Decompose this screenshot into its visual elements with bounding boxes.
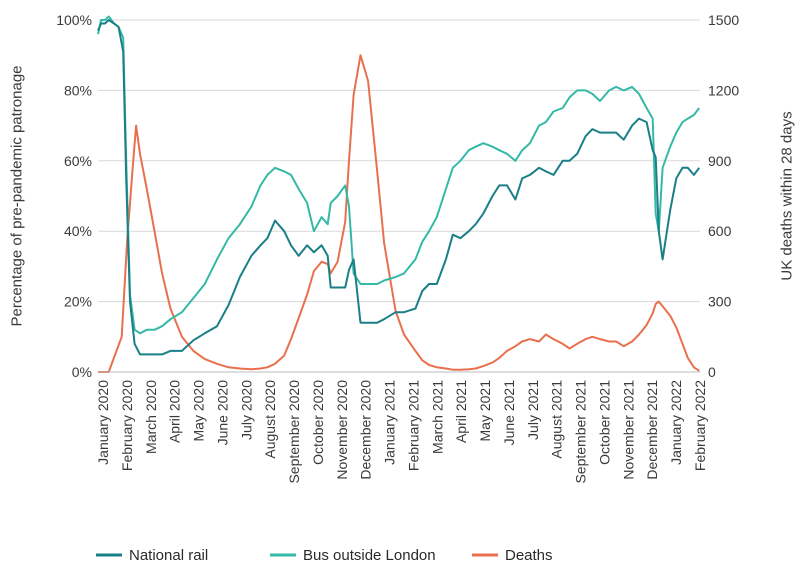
x-tick-label: April 2021 [453,380,469,443]
series-line-deaths [98,54,700,373]
x-tick-label: August 2021 [549,380,565,459]
right-y-axis-title: UK deaths within 28 days [778,111,795,280]
x-tick-label: May 2020 [191,380,207,442]
legend-label: National rail [129,547,208,564]
x-tick-label: January 2020 [95,380,111,465]
right-y-tick-label: 900 [708,153,732,169]
series-line-bus [97,15,700,335]
right-y-tick-label: 1500 [708,12,739,28]
left-y-tick-label: 100% [56,12,92,28]
right-y-tick-label: 0 [708,364,716,380]
x-tick-label: February 2020 [119,380,135,471]
gridlines [98,19,700,303]
x-tick-label: January 2021 [382,380,398,465]
x-tick-label: October 2020 [310,380,326,465]
x-tick-label: February 2022 [692,380,708,471]
left-y-tick-label: 80% [64,82,92,98]
right-y-tick-label: 300 [708,294,732,310]
legend: National rail Bus outside London Deaths [96,547,553,564]
left-y-tick-label: 60% [64,153,92,169]
x-tick-label: October 2021 [596,380,612,465]
right-y-tick-label: 600 [708,223,732,239]
series-lines [97,15,701,373]
x-tick-label: March 2020 [143,380,159,454]
x-tick-label: December 2021 [644,380,660,480]
right-y-tick-label: 1200 [708,82,739,98]
left-y-axis-title: Percentage of pre-pandemic patronage [8,65,25,326]
x-tick-label: May 2021 [477,380,493,442]
left-y-tick-label: 20% [64,294,92,310]
x-tick-label: November 2020 [334,380,350,480]
x-tick-label: July 2020 [238,380,254,440]
x-tick-label: August 2020 [262,380,278,459]
legend-label: Deaths [505,547,553,564]
x-tick-label: January 2022 [668,380,684,465]
right-y-tick-labels: 0 300 600 900 1200 1500 [708,12,739,380]
x-tick-label: April 2020 [167,380,183,443]
x-tick-label: March 2021 [429,380,445,454]
x-tick-label: February 2021 [405,380,421,471]
x-tick-label: December 2020 [358,380,374,480]
x-tick-labels: January 2020 February 2020 March 2020 April… [95,380,708,484]
left-y-tick-label: 40% [64,223,92,239]
x-tick-label: June 2021 [501,380,517,446]
x-tick-label: November 2021 [620,380,636,480]
series-line-rail [97,19,701,356]
x-tick-label: June 2020 [214,380,230,446]
x-tick-label: September 2020 [286,380,302,484]
legend-label: Bus outside London [303,547,436,564]
left-y-tick-label: 0% [72,364,92,380]
x-tick-label: July 2021 [525,380,541,440]
left-y-tick-labels: 0% 20% 40% 60% 80% 100% [56,12,92,380]
x-tick-label: September 2021 [573,380,589,484]
